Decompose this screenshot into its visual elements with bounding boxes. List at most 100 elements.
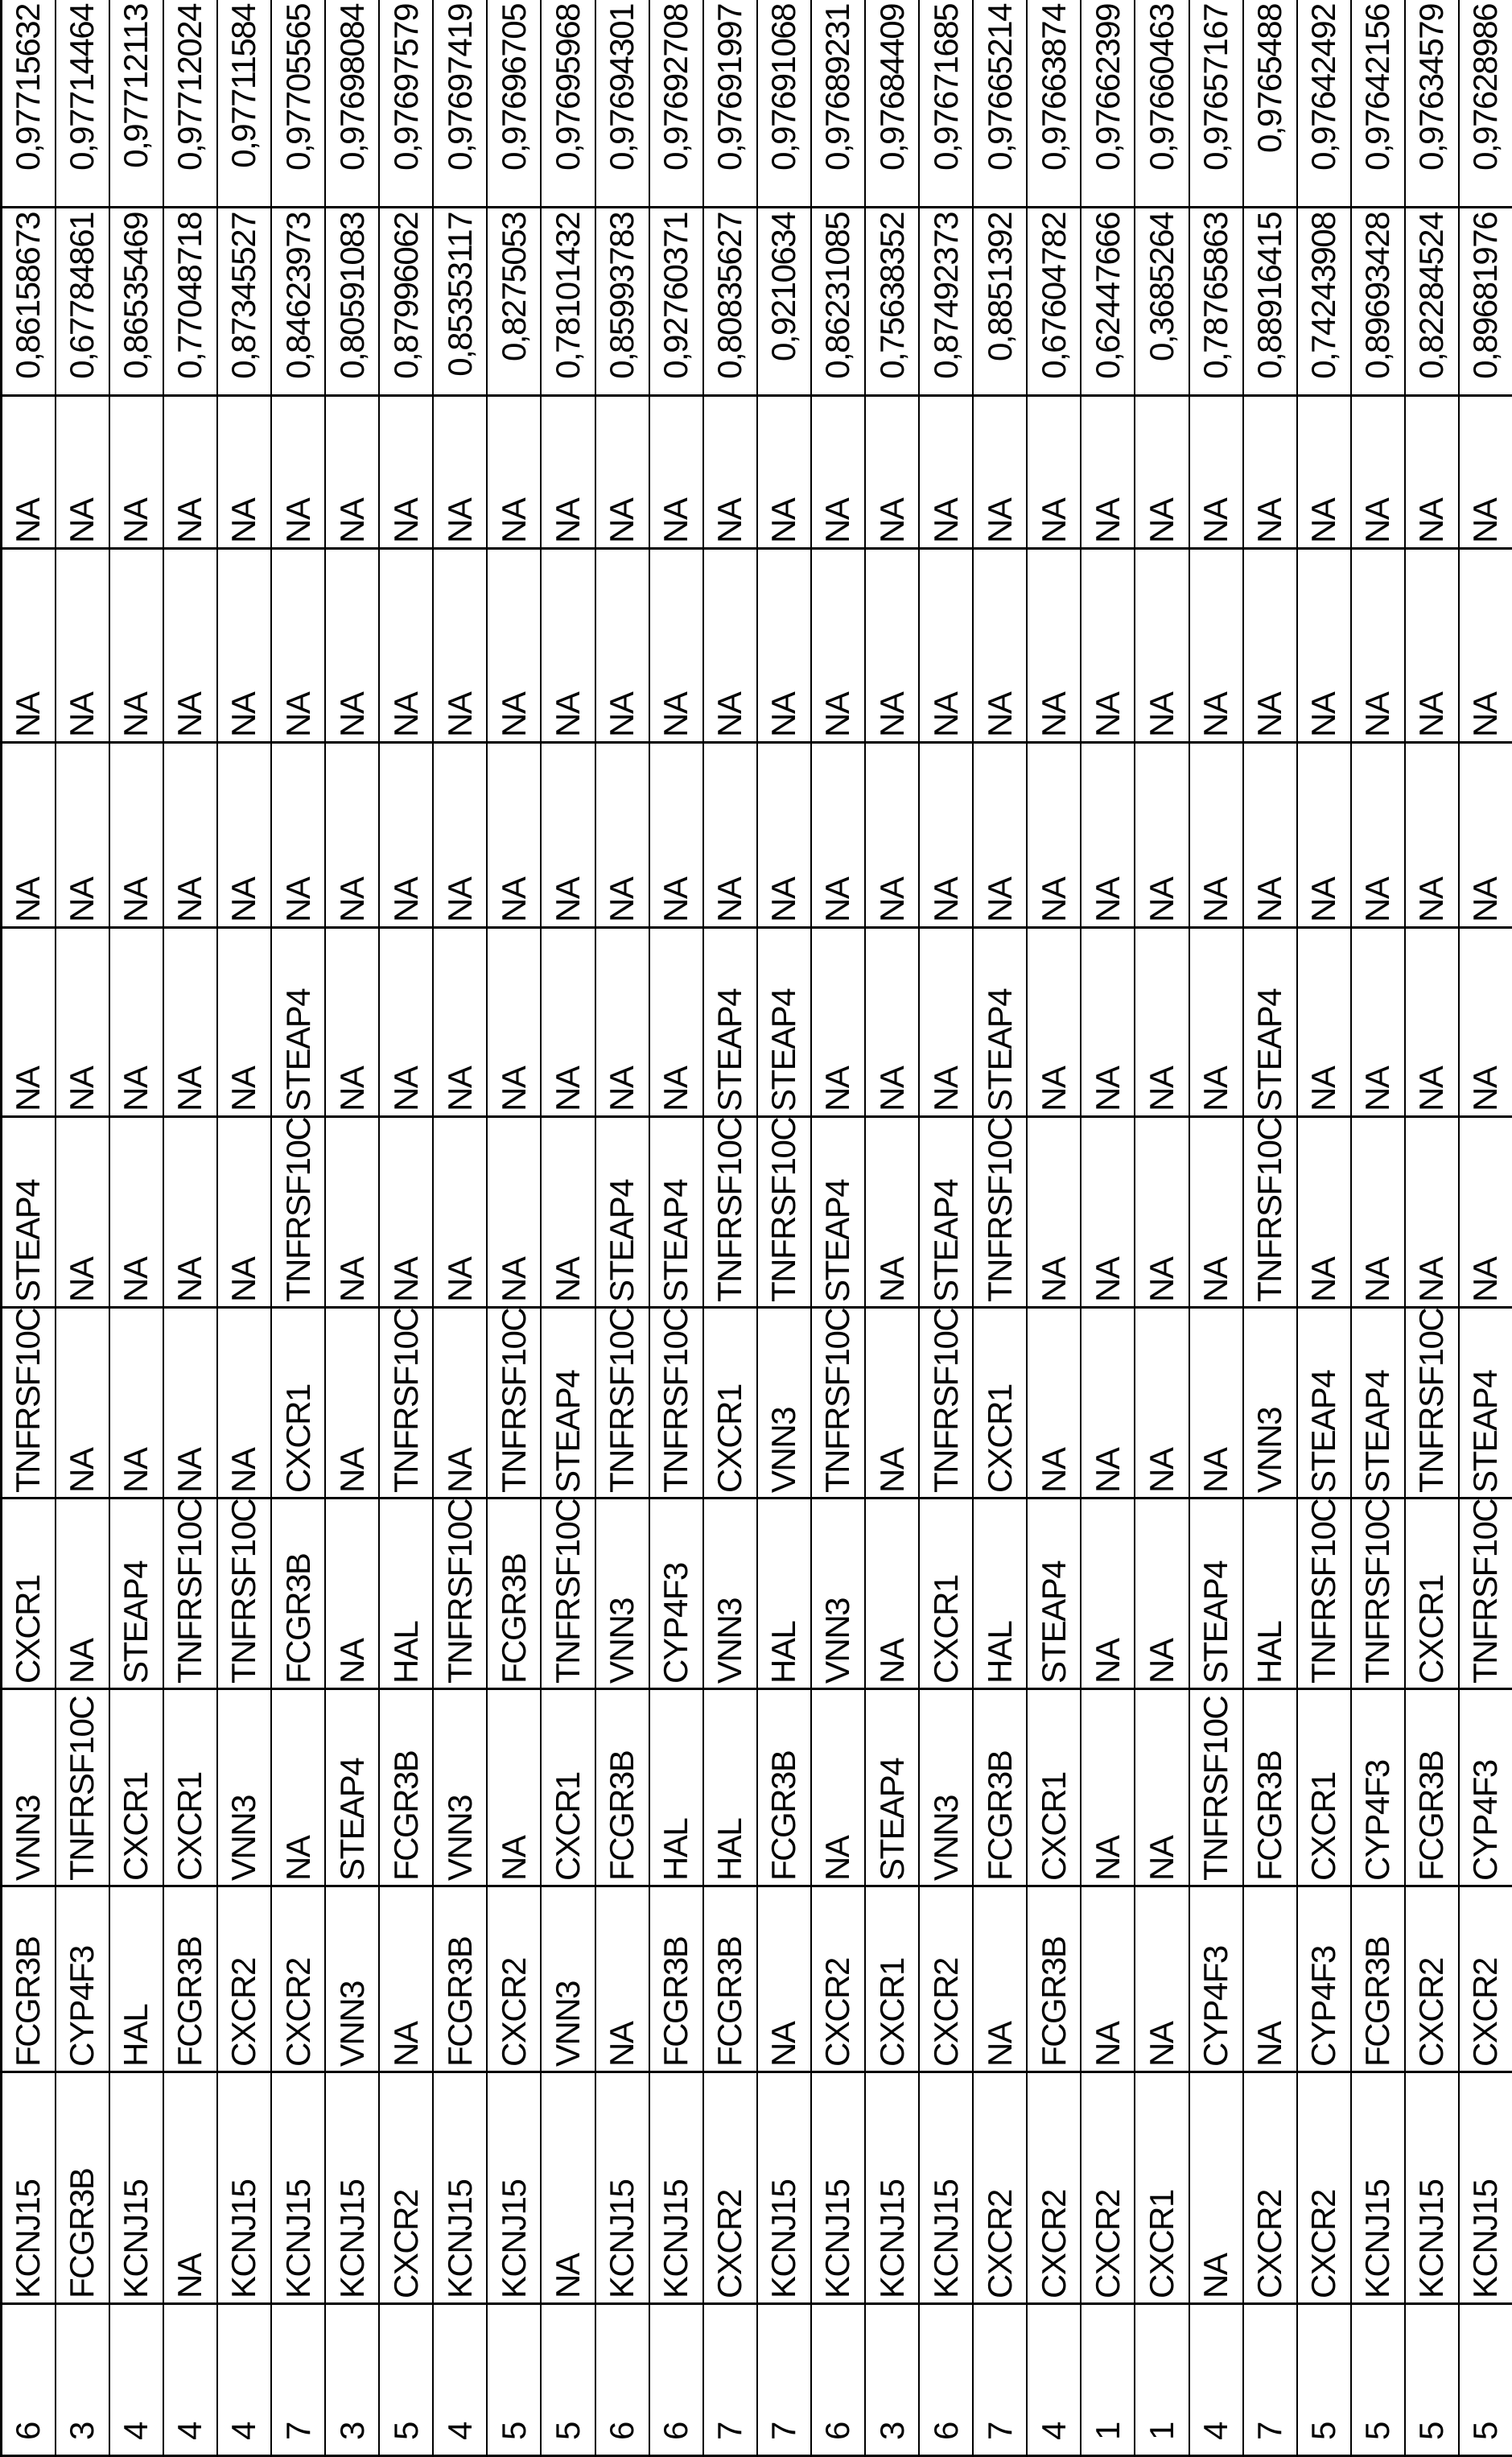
table-cell: CXCR2 [973, 2072, 1028, 2304]
table-cell: NA [433, 1307, 488, 1499]
table-cell: CXCR1 [1135, 2072, 1189, 2304]
table-cell: CXCR2 [1459, 1886, 1512, 2072]
table-cell: FCGR3B [487, 1498, 542, 1689]
table-cell: TNFRSF10C [216, 1498, 271, 1689]
table-cell: NA [1296, 1116, 1351, 1308]
table-cell: NA [1081, 395, 1135, 549]
table-cell: STEAP4 [1027, 1498, 1081, 1689]
table-cell: KCNJ15 [109, 2072, 163, 2304]
table-cell: 5 [487, 2303, 542, 2456]
table-cell: 0,86231085 [810, 207, 865, 396]
table-cell: NA [1135, 1688, 1189, 1886]
table-cell: 0,74243908 [1296, 207, 1351, 396]
table-cell: 0,86535469 [109, 207, 163, 396]
table-cell: NA [1135, 1886, 1189, 2072]
table-cell: KCNJ15 [433, 2072, 488, 2304]
table-cell: STEAP4 [1350, 1307, 1405, 1499]
table-cell: NA [1189, 742, 1243, 928]
table-cell: FCGR3B [1350, 1886, 1405, 2072]
table-cell: 0,78765863 [1189, 207, 1243, 396]
table-cell: TNFRSF10C [55, 1688, 109, 1886]
table-cell: NA [379, 742, 434, 928]
table-cell: CXCR2 [487, 1886, 542, 2072]
table-cell: TNFRSF10C [595, 1307, 649, 1499]
table-cell: NA [810, 548, 865, 743]
table-cell: NA [973, 395, 1028, 549]
table-cell: NA [756, 548, 811, 743]
table-cell: 4 [433, 2303, 488, 2456]
table-cell: NA [649, 742, 703, 928]
table-cell: 7 [702, 2303, 757, 2456]
table-cell: NA [919, 927, 974, 1117]
table-cell: NA [433, 742, 488, 928]
table-cell: NA [325, 395, 380, 549]
table-cell: NA [1027, 1116, 1081, 1308]
table-cell: 0,97689231 [810, 0, 865, 208]
table-cell: NA [1189, 2072, 1243, 2304]
table-cell: 0,87996062 [379, 207, 434, 396]
table-cell: STEAP4 [865, 1688, 920, 1886]
table-cell: NA [1189, 395, 1243, 549]
table-cell: STEAP4 [1296, 1307, 1351, 1499]
table-row: 6 KCNJ15 FCGR3B HAL CYP4F3 TNFRSF10C STEAP4 NA N… [649, 0, 703, 2456]
table-cell: 0,97691997 [702, 0, 757, 208]
table-cell: NA [270, 742, 326, 928]
table-cell: 0,97660463 [1135, 0, 1189, 208]
table-cell: CXCR2 [1081, 2072, 1135, 2304]
table-cell: NA [1404, 395, 1460, 549]
table-cell: NA [1242, 742, 1297, 928]
table-cell: CXCR1 [109, 1688, 163, 1886]
table-cell: 0,97712024 [163, 0, 217, 208]
table-cell: NA [1, 395, 56, 549]
table-cell: NA [109, 1307, 163, 1499]
table-cell: NA [865, 1116, 920, 1308]
table-cell: CXCR2 [379, 2072, 434, 2304]
table-cell: TNFRSF10C [810, 1307, 865, 1499]
table-cell: NA [919, 742, 974, 928]
table-cell: NA [487, 1688, 542, 1886]
table-cell: KCNJ15 [325, 2072, 380, 2304]
table-cell: CXCR1 [1, 1498, 56, 1689]
table-cell: 0,97696705 [487, 0, 542, 208]
table-cell: 1 [1135, 2303, 1189, 2456]
table-cell: NA [541, 2072, 595, 2304]
table-cell: NA [55, 1307, 109, 1499]
table-cell: TNFRSF10C [270, 1116, 326, 1308]
table-cell: KCNJ15 [756, 2072, 811, 2304]
table-cell: KCNJ15 [919, 2072, 974, 2304]
table-cell: NA [865, 395, 920, 549]
table-cell: NA [1, 927, 56, 1117]
table-cell: 5 [1404, 2303, 1460, 2456]
table-cell: 0,97642492 [1296, 0, 1351, 208]
table-cell: NA [163, 742, 217, 928]
table-cell: CXCR2 [919, 1886, 974, 2072]
table-cell: NA [973, 1886, 1028, 2072]
table-cell: NA [1242, 548, 1297, 743]
table-cell: CXCR1 [1027, 1688, 1081, 1886]
table-cell: NA [756, 1886, 811, 2072]
table-cell: CYP4F3 [55, 1886, 109, 2072]
table-cell: NA [109, 548, 163, 743]
table-cell: NA [1027, 548, 1081, 743]
table-cell: 0,97712113 [109, 0, 163, 208]
table-cell: CXCR1 [702, 1307, 757, 1499]
table-cell: 0,97657167 [1189, 0, 1243, 208]
table-cell: NA [702, 395, 757, 549]
table-cell: 0,80835627 [702, 207, 757, 396]
table-cell: NA [1, 742, 56, 928]
table-cell: HAL [702, 1688, 757, 1886]
table-cell: STEAP4 [756, 927, 811, 1117]
table-cell: 0,67604782 [1027, 207, 1081, 396]
table-cell: FCGR3B [1027, 1886, 1081, 2072]
table-cell: 0,67784861 [55, 207, 109, 396]
table-cell: CYP4F3 [1189, 1886, 1243, 2072]
table-cell: NA [1189, 1307, 1243, 1499]
table-cell: NA [595, 1886, 649, 2072]
table-cell: FCGR3B [702, 1886, 757, 2072]
table-cell: TNFRSF10C [1, 1307, 56, 1499]
table-cell: VNN3 [1242, 1307, 1297, 1499]
table-cell: NA [325, 927, 380, 1117]
table-cell: NA [1459, 1116, 1512, 1308]
table-cell: NA [595, 927, 649, 1117]
